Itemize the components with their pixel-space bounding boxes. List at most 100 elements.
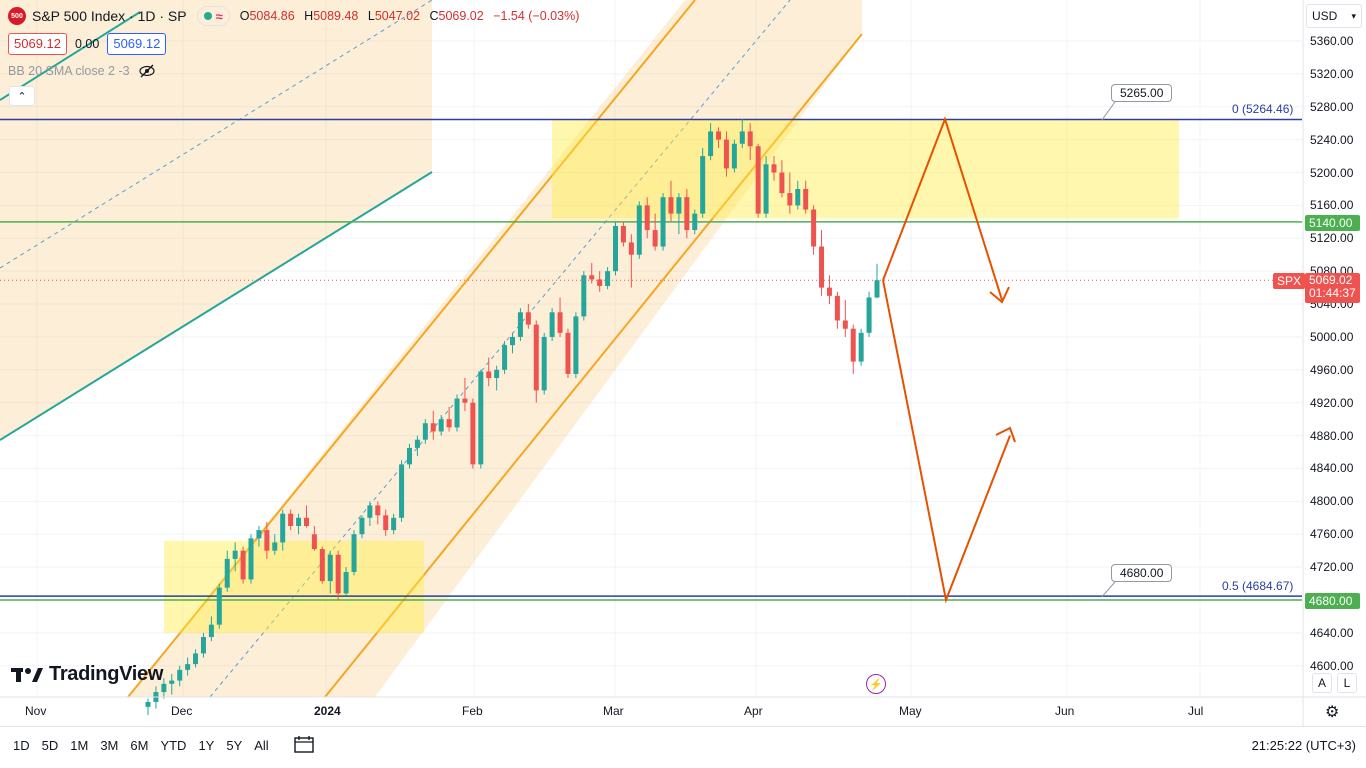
- log-scale-button[interactable]: L: [1337, 673, 1357, 693]
- candle-body: [343, 572, 349, 594]
- level-4680-tag: 4680.00: [1305, 593, 1360, 609]
- candle-body: [399, 464, 405, 518]
- candle-body: [256, 530, 262, 539]
- time-tick-label: 2024: [314, 704, 341, 718]
- candle-body: [660, 197, 666, 247]
- candle-body: [216, 587, 222, 625]
- candle-body: [565, 332, 571, 374]
- candle-body: [668, 197, 674, 214]
- candle-body: [874, 280, 880, 298]
- channel-lower-line: [324, 33, 863, 698]
- candle-body: [510, 336, 515, 346]
- indicator-name: BB 20 SMA close 2 -3: [8, 64, 130, 78]
- candle-body: [367, 505, 373, 518]
- candle-body: [502, 345, 508, 370]
- eye-hidden-icon[interactable]: [138, 64, 156, 78]
- range-button-5d[interactable]: 5D: [41, 738, 59, 753]
- candle-body: [692, 213, 698, 231]
- tradingview-logo-icon: [11, 667, 43, 682]
- candle-body: [850, 328, 856, 362]
- candle-body: [739, 131, 745, 144]
- candle-body: [708, 131, 714, 157]
- old-channel-upper: [0, 11, 141, 101]
- candle-body: [723, 139, 729, 169]
- candle-body: [232, 550, 238, 559]
- candle-body: [383, 515, 389, 531]
- callout-pointer-bottom: [1101, 581, 1116, 598]
- price-tick-label: 4640.00: [1310, 625, 1354, 640]
- range-button-1d[interactable]: 1D: [13, 738, 30, 753]
- candle-body: [494, 369, 500, 379]
- time-tick-label: Jul: [1188, 704, 1204, 718]
- candle-body: [296, 517, 302, 527]
- lightning-event-icon[interactable]: ⚡: [866, 674, 886, 694]
- tradingview-logo[interactable]: TradingView: [11, 663, 163, 686]
- calendar-goto-icon[interactable]: [294, 735, 314, 756]
- candle-body: [525, 312, 531, 325]
- candle-body: [193, 653, 199, 665]
- candle-body: [581, 275, 587, 317]
- range-button-6m[interactable]: 6M: [130, 738, 149, 753]
- spread-value: 0.00: [75, 37, 100, 51]
- range-button-5y[interactable]: 5Y: [226, 738, 243, 753]
- range-button-1y[interactable]: 1Y: [198, 738, 215, 753]
- price-tick-label: 4920.00: [1310, 395, 1354, 410]
- price-callout-top[interactable]: 5265.00: [1111, 84, 1173, 102]
- price-tick-label: 4600.00: [1310, 658, 1354, 673]
- candle-body: [359, 517, 365, 535]
- market-open-dot-icon: [203, 12, 212, 20]
- callout-pointer-top: [1101, 101, 1116, 121]
- projection-path-up: [882, 116, 1003, 301]
- gear-icon[interactable]: ⚙: [1325, 704, 1340, 721]
- range-button-ytd[interactable]: YTD: [160, 738, 187, 753]
- current-price-tag: 5069.02 01:44:37: [1305, 273, 1360, 303]
- ohlc-values: O5084.86 H5089.48 L5047.02 C5069.02 −1.5…: [239, 9, 580, 23]
- sell-price-button[interactable]: 5069.12: [8, 33, 67, 55]
- buy-price-button[interactable]: 5069.12: [107, 33, 167, 55]
- currency-select[interactable]: USD ▾: [1306, 4, 1362, 28]
- candle-body: [391, 517, 397, 531]
- candle-body: [462, 398, 468, 403]
- range-button-1m[interactable]: 1M: [70, 738, 89, 753]
- candle-body: [541, 336, 547, 391]
- fib-level-05-label: 0.5 (4684.67): [1222, 579, 1294, 593]
- price-tick-label: 4720.00: [1310, 560, 1354, 575]
- auto-scale-button[interactable]: A: [1312, 673, 1332, 693]
- range-button-3m[interactable]: 3M: [100, 738, 119, 753]
- candle-body: [763, 164, 769, 214]
- candle-body: [303, 517, 309, 527]
- indicator-legend[interactable]: BB 20 SMA close 2 -3: [8, 64, 156, 78]
- candle-body: [280, 513, 286, 543]
- candle-body: [454, 398, 460, 428]
- candle-body: [375, 505, 381, 516]
- candle-body: [478, 371, 484, 465]
- main-channel-fill: [128, 0, 862, 697]
- candle-body: [517, 312, 523, 337]
- candle-body: [731, 143, 737, 169]
- collapse-legend-button[interactable]: ⌃: [9, 86, 35, 106]
- clock-timezone[interactable]: 21:25:22 (UTC+3): [1251, 738, 1356, 753]
- price-callout-bottom[interactable]: 4680.00: [1111, 564, 1173, 582]
- candle-body: [288, 513, 294, 527]
- old-channel-fill: [0, 0, 432, 440]
- bottom-toolbar: 1D 5D 1M 3M 6M YTD 1Y 5Y All: [0, 726, 1366, 764]
- range-button-all[interactable]: All: [254, 738, 269, 753]
- symbol-title[interactable]: S&P 500 Index · 1D · SP: [32, 8, 187, 24]
- time-tick-label: May: [899, 704, 922, 718]
- candle-body: [145, 701, 151, 707]
- candle-body: [549, 312, 555, 337]
- candle-body: [161, 683, 167, 693]
- price-tick-label: 5320.00: [1310, 66, 1354, 81]
- candle-body: [826, 287, 832, 296]
- candle-body: [779, 172, 785, 194]
- candle-body: [406, 447, 412, 465]
- candle-body: [620, 225, 626, 243]
- candle-body: [486, 371, 492, 379]
- bid-ask-row: 5069.12 0.00 5069.12: [8, 33, 167, 55]
- market-status-pill[interactable]: ≈: [196, 6, 230, 26]
- candle-body: [335, 554, 341, 594]
- candle-body: [866, 297, 872, 333]
- projection-path-down: [882, 280, 1011, 604]
- price-tick-label: 5360.00: [1310, 34, 1354, 48]
